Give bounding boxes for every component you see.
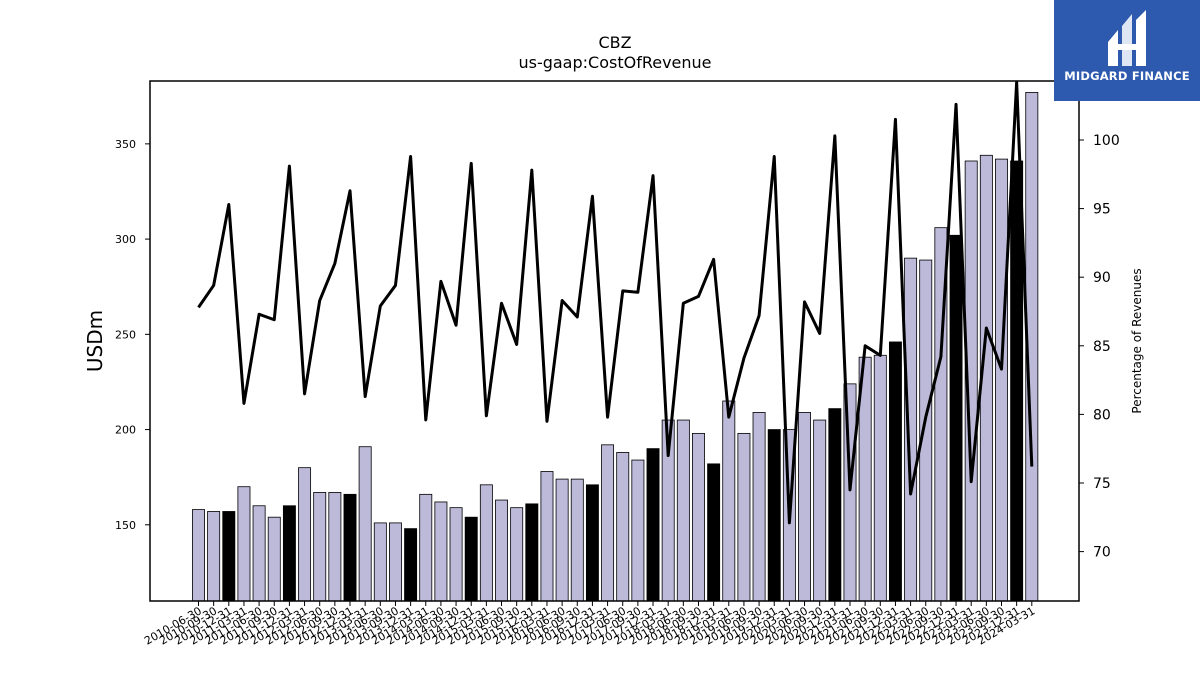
logo-mark-icon [1108,10,1146,66]
y-tick-label-right: 85 [1093,339,1111,355]
bar [904,257,918,602]
bar [646,448,660,602]
y-tick-label-right: 90 [1093,270,1111,286]
bar [873,354,887,602]
bar [919,259,933,602]
bar [828,408,842,602]
bar [616,452,630,602]
bar [282,505,296,602]
bar [888,341,902,602]
bar [479,484,493,602]
bar [237,486,251,602]
bar [207,511,221,602]
bar [601,444,615,602]
bar [434,501,448,602]
plot-frame [149,80,1080,602]
bar [449,507,463,602]
line-path [197,80,1034,525]
bar [313,492,327,602]
bar [631,459,645,602]
y-tick-label-left: 150 [115,519,136,532]
bar [373,522,387,602]
bar [328,492,342,602]
y-tick-label-left: 250 [115,328,136,341]
bar [252,505,266,602]
y-tick-label-left: 200 [115,424,136,437]
bar [510,507,524,602]
chart-title: CBZ [598,33,631,52]
bar [585,484,599,602]
bar [692,432,705,602]
bar [404,528,418,602]
y-axis-right-label: Percentage of Revenues [1130,268,1144,413]
y-tick-label-right: 80 [1093,407,1111,423]
bar [798,412,811,602]
bar [464,516,478,602]
bar [298,467,312,602]
y-axis-left: 150 200 250 300 350 [115,138,150,532]
bar [222,511,236,602]
bar [676,419,690,602]
brand-logo: MIDGARD FINANCE [1054,0,1200,101]
bar [570,478,584,602]
y-tick-label-right: 70 [1093,545,1111,561]
y-tick-label-right: 100 [1093,133,1120,149]
bar [752,412,766,602]
logo-text: MIDGARD FINANCE [1064,69,1190,83]
y-axis-left-label: USDm [83,310,107,372]
y-axis-right: 70 75 80 85 90 95 100 [1079,133,1120,561]
bar [343,493,357,602]
bar [192,509,205,602]
bar [267,516,281,602]
bar [737,432,751,602]
y-tick-label-left: 300 [115,233,136,246]
y-tick-label-right: 75 [1093,476,1111,492]
y-tick-label-right: 95 [1093,202,1111,218]
bar [995,158,1008,602]
bar [813,419,827,602]
bar [525,503,539,602]
bar [767,429,781,602]
chart-subtitle: us-gaap:CostOfRevenue [518,53,711,72]
line-series [197,80,1034,525]
bar [722,400,736,602]
bar [388,522,402,602]
bar [358,446,372,602]
y-tick-label-left: 350 [115,138,136,151]
bar [495,499,508,602]
bar [707,463,721,602]
bar [540,471,554,602]
bar [419,493,433,602]
bar [555,478,569,602]
bar [949,234,963,602]
x-axis: 2010-06-302010-09-302010-12-312011-03-31… [142,601,1037,648]
